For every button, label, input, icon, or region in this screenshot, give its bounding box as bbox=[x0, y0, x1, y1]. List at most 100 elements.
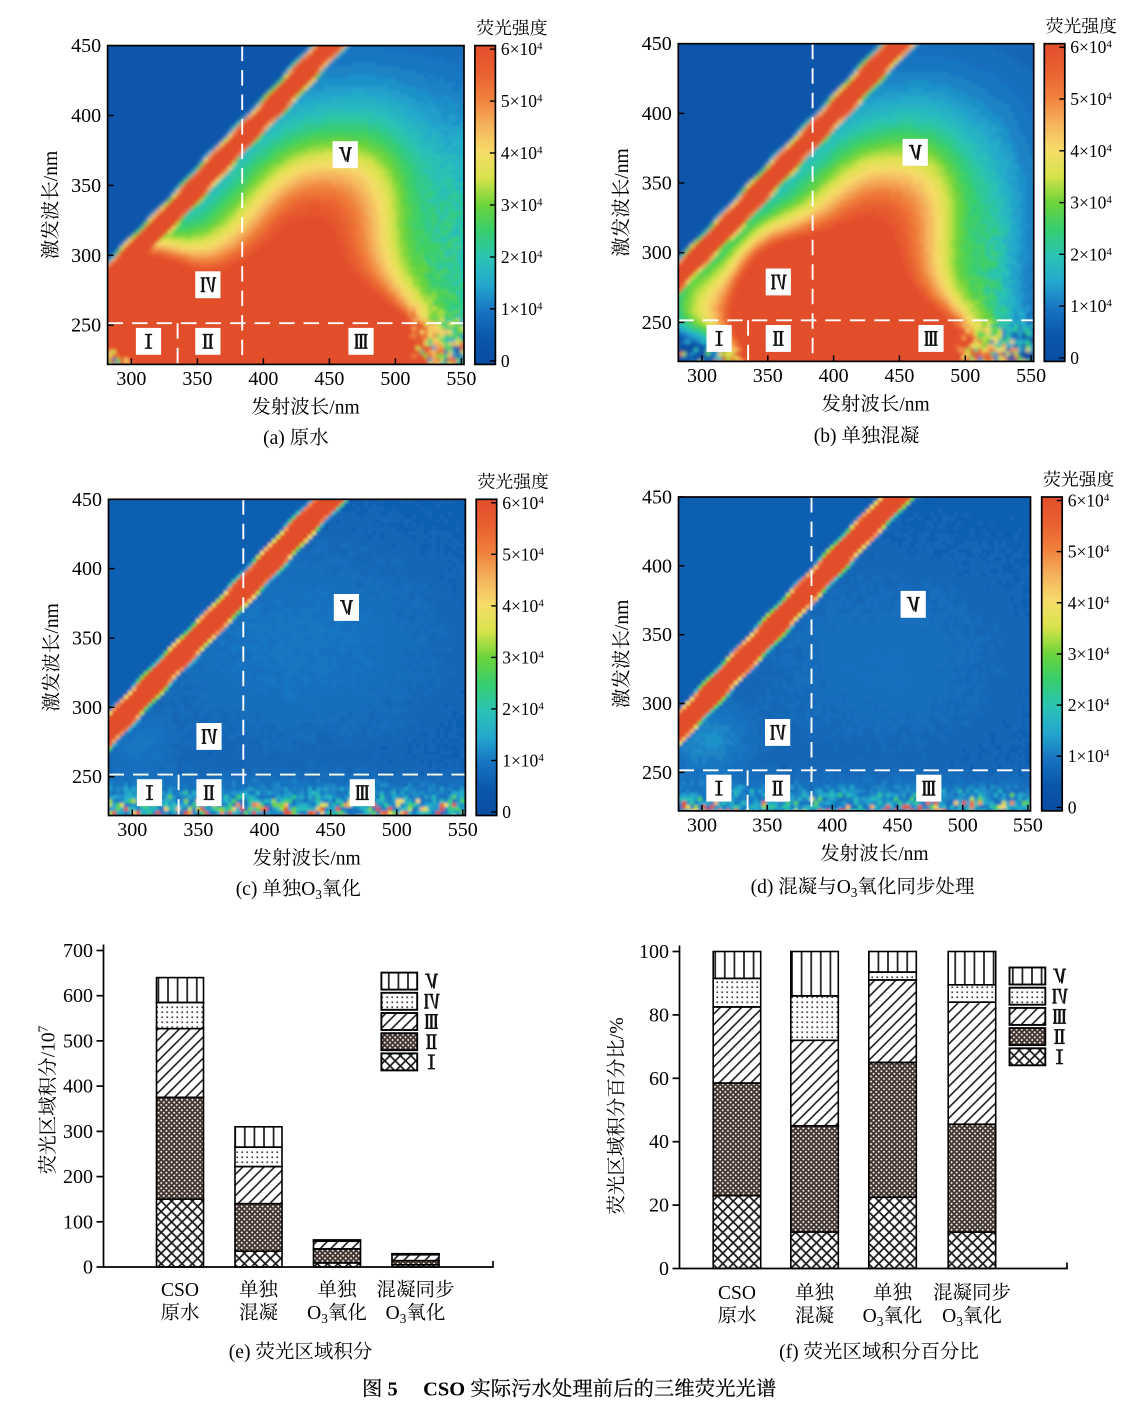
svg-text:0: 0 bbox=[1068, 797, 1077, 817]
svg-text:/nm: /nm bbox=[41, 151, 62, 181]
svg-text:300: 300 bbox=[72, 697, 102, 719]
svg-text:400: 400 bbox=[817, 814, 847, 836]
svg-text:O: O bbox=[837, 877, 851, 898]
svg-text:350: 350 bbox=[752, 814, 782, 836]
svg-text:350: 350 bbox=[72, 628, 102, 650]
svg-text:450: 450 bbox=[884, 365, 914, 387]
svg-text:500: 500 bbox=[948, 814, 978, 836]
svg-text:450: 450 bbox=[642, 33, 672, 55]
svg-text:4×104: 4×104 bbox=[1068, 593, 1110, 613]
svg-text:3: 3 bbox=[321, 1311, 328, 1326]
svg-text:80: 80 bbox=[649, 1004, 669, 1026]
svg-text:CSO: CSO bbox=[718, 1283, 756, 1304]
svg-text:3: 3 bbox=[400, 1311, 407, 1326]
svg-text:400: 400 bbox=[72, 558, 102, 580]
svg-text:O: O bbox=[942, 1306, 956, 1327]
svg-text:0: 0 bbox=[502, 802, 511, 822]
svg-text:550: 550 bbox=[446, 368, 476, 390]
svg-text:2×104: 2×104 bbox=[502, 699, 544, 719]
svg-text:500: 500 bbox=[950, 365, 980, 387]
svg-text:350: 350 bbox=[182, 368, 212, 390]
svg-text:5×104: 5×104 bbox=[502, 544, 544, 564]
svg-text:450: 450 bbox=[314, 368, 344, 390]
svg-text:40: 40 bbox=[649, 1131, 669, 1153]
svg-text:3: 3 bbox=[956, 1314, 963, 1329]
svg-text:450: 450 bbox=[883, 814, 913, 836]
svg-text:450: 450 bbox=[71, 35, 101, 57]
svg-text:250: 250 bbox=[72, 766, 102, 788]
svg-text:250: 250 bbox=[642, 762, 672, 784]
svg-text:3: 3 bbox=[851, 885, 858, 900]
svg-text:O: O bbox=[307, 1303, 321, 1324]
svg-text:/%: /% bbox=[607, 1017, 628, 1039]
svg-text:/nm: /nm bbox=[330, 849, 360, 870]
svg-text:/nm: /nm bbox=[612, 600, 633, 630]
svg-text:350: 350 bbox=[753, 365, 783, 387]
svg-text:(a): (a) bbox=[263, 428, 290, 449]
svg-text:300: 300 bbox=[71, 245, 101, 267]
svg-text:5×104: 5×104 bbox=[1070, 89, 1112, 109]
svg-text:6×104: 6×104 bbox=[501, 39, 543, 59]
svg-text:6×104: 6×104 bbox=[1068, 491, 1110, 511]
svg-text:3×104: 3×104 bbox=[1070, 193, 1112, 213]
svg-text:(b): (b) bbox=[814, 426, 842, 447]
svg-text:500: 500 bbox=[382, 819, 412, 841]
svg-text:400: 400 bbox=[63, 1076, 93, 1098]
svg-text:500: 500 bbox=[63, 1030, 93, 1052]
svg-text:/10: /10 bbox=[39, 1032, 60, 1057]
svg-text:4×104: 4×104 bbox=[1070, 141, 1112, 161]
svg-text:O: O bbox=[386, 1303, 400, 1324]
svg-text:1×104: 1×104 bbox=[1070, 296, 1112, 316]
svg-text:0: 0 bbox=[1070, 348, 1079, 368]
svg-text:450: 450 bbox=[316, 819, 346, 841]
svg-text:300: 300 bbox=[63, 1121, 93, 1143]
svg-text:/nm: /nm bbox=[329, 397, 359, 418]
svg-text:350: 350 bbox=[642, 173, 672, 195]
svg-text:300: 300 bbox=[642, 693, 672, 715]
svg-text:300: 300 bbox=[117, 819, 147, 841]
svg-text:3×104: 3×104 bbox=[502, 647, 544, 667]
svg-text:3: 3 bbox=[315, 887, 322, 902]
svg-text:O: O bbox=[863, 1306, 877, 1327]
svg-text:4×104: 4×104 bbox=[501, 143, 543, 163]
svg-text:CSO: CSO bbox=[161, 1280, 199, 1301]
svg-text:5×104: 5×104 bbox=[501, 91, 543, 111]
svg-text:(f): (f) bbox=[779, 1342, 803, 1363]
svg-text:O: O bbox=[301, 879, 315, 900]
svg-text:3: 3 bbox=[877, 1314, 884, 1329]
svg-text:550: 550 bbox=[1016, 365, 1046, 387]
svg-text:6×104: 6×104 bbox=[1070, 37, 1112, 57]
svg-text:0: 0 bbox=[83, 1257, 93, 1279]
svg-text:100: 100 bbox=[639, 941, 669, 963]
svg-text:5×104: 5×104 bbox=[1068, 542, 1110, 562]
svg-text:60: 60 bbox=[649, 1068, 669, 1090]
svg-text:300: 300 bbox=[642, 242, 672, 264]
svg-text:350: 350 bbox=[642, 624, 672, 646]
svg-text:550: 550 bbox=[1013, 814, 1043, 836]
svg-text:600: 600 bbox=[63, 985, 93, 1007]
svg-text:300: 300 bbox=[687, 814, 717, 836]
svg-text:(d): (d) bbox=[751, 877, 779, 898]
svg-text:450: 450 bbox=[642, 487, 672, 509]
svg-text:350: 350 bbox=[71, 175, 101, 197]
svg-text:250: 250 bbox=[71, 315, 101, 337]
svg-text:450: 450 bbox=[72, 489, 102, 511]
svg-text:400: 400 bbox=[642, 555, 672, 577]
svg-text:400: 400 bbox=[642, 103, 672, 125]
svg-text:/nm: /nm bbox=[42, 603, 63, 633]
svg-text:3×104: 3×104 bbox=[501, 195, 543, 215]
svg-text:7: 7 bbox=[36, 1025, 51, 1032]
svg-text:300: 300 bbox=[687, 365, 717, 387]
svg-text:4×104: 4×104 bbox=[502, 596, 544, 616]
svg-text:550: 550 bbox=[448, 819, 478, 841]
svg-text:400: 400 bbox=[248, 368, 278, 390]
svg-text:20: 20 bbox=[649, 1195, 669, 1217]
svg-text:0: 0 bbox=[501, 351, 510, 371]
svg-text:100: 100 bbox=[63, 1211, 93, 1233]
svg-text:6×104: 6×104 bbox=[502, 493, 544, 513]
svg-text:0: 0 bbox=[659, 1258, 669, 1280]
svg-text:1×104: 1×104 bbox=[502, 751, 544, 771]
svg-text:3×104: 3×104 bbox=[1068, 644, 1110, 664]
svg-text:/nm: /nm bbox=[898, 844, 928, 865]
svg-text:200: 200 bbox=[63, 1166, 93, 1188]
